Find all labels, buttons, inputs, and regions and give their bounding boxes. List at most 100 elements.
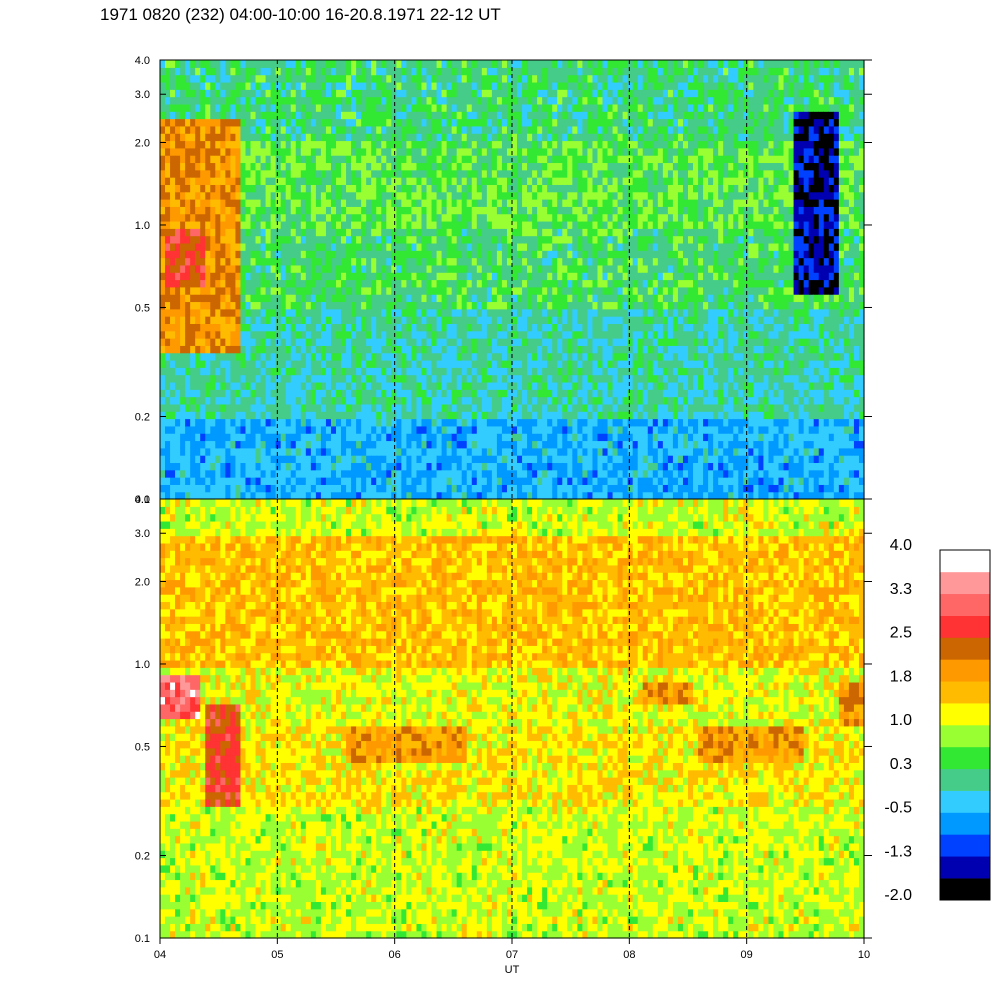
heatmap-cell	[240, 374, 247, 383]
heatmap-cell	[170, 257, 176, 266]
heatmap-cell	[416, 447, 423, 456]
heatmap-cell	[426, 484, 433, 493]
heatmap-cell	[225, 242, 231, 251]
heatmap-cell	[446, 352, 453, 361]
heatmap-cell	[245, 447, 252, 456]
heatmap-cell	[235, 308, 242, 317]
heatmap-cell	[185, 455, 191, 464]
heatmap-cell	[426, 162, 433, 171]
heatmap-cell	[486, 213, 493, 222]
heatmap-cell	[527, 206, 533, 215]
heatmap-cell	[396, 294, 402, 303]
heatmap-cell	[285, 433, 292, 442]
heatmap-cell	[567, 469, 573, 478]
heatmap-cell	[185, 389, 191, 398]
heatmap-cell	[441, 374, 448, 383]
heatmap-cell	[401, 381, 407, 390]
heatmap-cell	[225, 199, 231, 207]
heatmap-cell	[325, 403, 332, 412]
heatmap-cell	[476, 367, 483, 376]
heatmap-cell	[441, 338, 448, 346]
heatmap-cell	[280, 279, 287, 288]
heatmap-cell	[527, 272, 533, 281]
heatmap-cell	[567, 316, 573, 324]
heatmap-cell	[240, 206, 247, 215]
heatmap-cell	[190, 257, 196, 266]
heatmap-cell	[361, 96, 367, 105]
heatmap-cell	[285, 316, 292, 324]
heatmap-cell	[421, 491, 428, 500]
heatmap-cell	[366, 162, 372, 171]
heatmap-cell	[552, 220, 558, 229]
heatmap-cell	[411, 191, 418, 200]
heatmap-cell	[260, 133, 267, 142]
heatmap-cell	[250, 147, 257, 156]
heatmap-cell	[285, 381, 292, 390]
heatmap-cell	[290, 257, 297, 266]
heatmap-cell	[351, 140, 357, 149]
heatmap-cell	[532, 235, 538, 244]
heatmap-cell	[461, 396, 468, 405]
heatmap-cell	[542, 67, 548, 76]
heatmap-cell	[476, 81, 483, 90]
heatmap-cell	[285, 103, 292, 112]
heatmap-cell	[160, 308, 166, 317]
heatmap-cell	[336, 103, 342, 112]
heatmap-cell	[341, 264, 347, 273]
heatmap-cell	[366, 235, 372, 244]
heatmap-cell	[270, 199, 277, 207]
heatmap-cell	[501, 477, 508, 485]
heatmap-cell	[295, 199, 302, 207]
heatmap-cell	[295, 191, 302, 200]
heatmap-cell	[210, 67, 216, 76]
heatmap-cell	[446, 140, 453, 149]
heatmap-cell	[300, 330, 307, 339]
heatmap-cell	[210, 140, 216, 149]
heatmap-cell	[366, 257, 372, 266]
heatmap-cell	[537, 89, 543, 98]
heatmap-cell	[381, 96, 387, 105]
heatmap-cell	[356, 213, 362, 222]
heatmap-cell	[517, 199, 523, 207]
heatmap-cell	[185, 184, 191, 193]
heatmap-cell	[486, 352, 493, 361]
heatmap-cell	[476, 162, 483, 171]
heatmap-cell	[552, 345, 558, 354]
heatmap-cell	[250, 213, 257, 222]
heatmap-cell	[235, 103, 242, 112]
heatmap-cell	[330, 308, 337, 317]
heatmap-cell	[396, 103, 402, 112]
heatmap-cell	[330, 140, 337, 149]
heatmap-cell	[320, 60, 327, 68]
heatmap-cell	[567, 228, 573, 237]
heatmap-cell	[436, 118, 443, 127]
heatmap-cell	[577, 411, 583, 420]
heatmap-cell	[506, 111, 513, 120]
heatmap-cell	[396, 177, 402, 185]
heatmap-cell	[491, 352, 498, 361]
heatmap-cell	[386, 381, 392, 390]
heatmap-cell	[280, 359, 287, 368]
heatmap-cell	[481, 96, 488, 105]
heatmap-cell	[325, 96, 332, 105]
heatmap-cell	[517, 147, 523, 156]
heatmap-cell	[260, 162, 267, 171]
heatmap-cell	[381, 345, 387, 354]
heatmap-cell	[522, 272, 528, 281]
heatmap-cell	[165, 469, 171, 478]
heatmap-cell	[371, 81, 377, 90]
heatmap-cell	[376, 60, 382, 68]
heatmap-cell	[401, 147, 407, 156]
heatmap-cell	[517, 257, 523, 266]
heatmap-cell	[330, 111, 337, 120]
heatmap-cell	[230, 425, 237, 434]
heatmap-cell	[426, 220, 433, 229]
heatmap-cell	[512, 279, 518, 288]
heatmap-cell	[255, 425, 262, 434]
heatmap-cell	[451, 374, 458, 383]
heatmap-cell	[542, 199, 548, 207]
heatmap-cell	[305, 118, 312, 127]
heatmap-cell	[471, 403, 478, 412]
heatmap-cell	[416, 374, 423, 383]
heatmap-cell	[260, 264, 267, 273]
